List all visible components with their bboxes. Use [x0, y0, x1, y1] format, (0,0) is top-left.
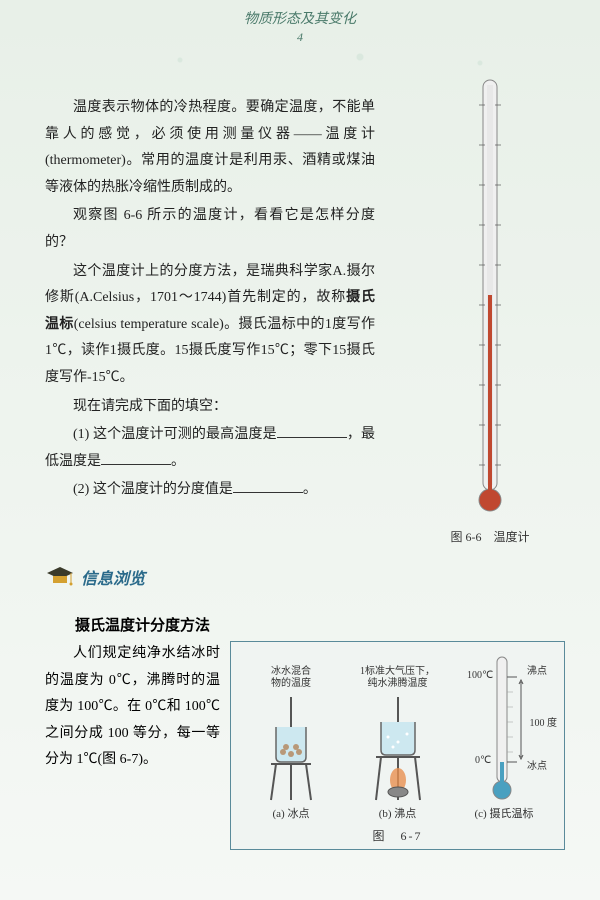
diagram-a: 冰水混合 物的温度 — [256, 666, 326, 821]
diagram-c-caption: (c) 摄氏温标 — [469, 805, 539, 821]
figure-6-7: 冰水混合 物的温度 — [230, 641, 565, 850]
ice-point-apparatus-icon — [256, 692, 326, 802]
figure-6-6-caption: 图 6-6 温度计 — [420, 528, 560, 545]
diagram-b: 1标准大气压下， 纯水沸腾温度 — [360, 666, 435, 821]
diagram-c: 100℃ 沸点 100 度 0℃ 冰点 (c) 摄氏温标 — [469, 652, 539, 821]
info-badge: 信息浏览 — [45, 565, 145, 589]
figure-6-6: 图 6-6 温度计 — [420, 75, 560, 545]
figure-6-7-caption: 图 6-7 — [239, 827, 556, 844]
paragraph-2: 观察图 6-6 所示的温度计，看看它是怎样分度的？ — [45, 203, 375, 256]
paragraph-3: 这个温度计上的分度方法，是瑞典科学家A.摄尔修斯(A.Celsius，1701～… — [45, 259, 375, 392]
boiling-point-apparatus-icon — [363, 692, 433, 802]
blank-min-temp[interactable] — [101, 451, 171, 465]
question-1: (1) 这个温度计可测的最高温度是，最低温度是。 — [45, 422, 375, 475]
info-body: 人们规定纯净水结冰时的温度为 0℃，沸腾时的温度为 100℃。在 0℃和 100… — [45, 641, 565, 850]
blank-max-temp[interactable] — [277, 424, 347, 438]
info-text: 人们规定纯净水结冰时的温度为 0℃，沸腾时的温度为 100℃。在 0℃和 100… — [45, 641, 220, 850]
info-browse-section: 信息浏览 摄氏温度计分度方法 人们规定纯净水结冰时的温度为 0℃，沸腾时的温度为… — [0, 565, 600, 850]
main-content: 温度表示物体的冷热程度。要确定温度，不能单靠人的感觉，必须使用测量仪器——温度计… — [0, 75, 600, 504]
diagram-b-caption: (b) 沸点 — [360, 805, 435, 821]
chapter-title: 物质形态及其变化 — [0, 8, 600, 28]
page-header: 物质形态及其变化 4 — [0, 0, 600, 45]
info-label: 信息浏览 — [81, 565, 145, 589]
decorative-stars — [0, 45, 600, 75]
paragraph-4: 现在请完成下面的填空： — [45, 394, 375, 421]
body-text: 温度表示物体的冷热程度。要确定温度，不能单靠人的感觉，必须使用测量仪器——温度计… — [45, 95, 375, 504]
thermometer-icon — [465, 75, 515, 515]
question-2: (2) 这个温度计的分度值是。 — [45, 477, 375, 504]
diagram-a-caption: (a) 冰点 — [256, 805, 326, 821]
page-number: 4 — [0, 30, 600, 45]
paragraph-1: 温度表示物体的冷热程度。要确定温度，不能单靠人的感觉，必须使用测量仪器——温度计… — [45, 95, 375, 201]
graduation-cap-icon — [45, 565, 75, 589]
blank-division[interactable] — [233, 479, 303, 493]
info-sub-heading: 摄氏温度计分度方法 — [45, 614, 565, 635]
